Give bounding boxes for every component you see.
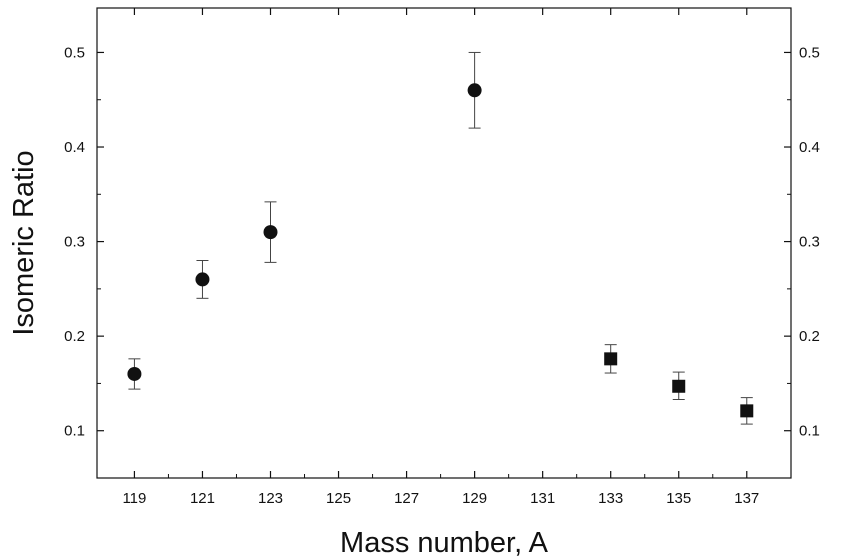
plot-frame — [96, 7, 792, 479]
y-tick-label-right: 0.5 — [799, 44, 820, 61]
y-axis-right-ticks: 0.1 0.2 0.3 0.4 0.5 — [784, 44, 820, 440]
data-point-circle — [467, 83, 482, 98]
x-tick-label: 133 — [598, 490, 623, 507]
data-point-square — [672, 379, 686, 393]
y-tick-label-left: 0.3 — [64, 234, 85, 251]
x-tick-label: 127 — [394, 490, 419, 507]
x-tick-label: 123 — [258, 490, 283, 507]
data-point-circle — [195, 272, 210, 287]
data-point-square — [604, 352, 618, 366]
data-point-circle — [127, 366, 142, 381]
data-points — [127, 51, 754, 425]
y-tick-label-left: 0.5 — [64, 44, 85, 61]
x-axis-ticks: 119 121 123 125 127 129 131 133 135 137 — [122, 8, 759, 507]
y-tick-label-left: 0.1 — [64, 423, 85, 440]
x-tick-label: 137 — [734, 490, 759, 507]
x-tick-label: 121 — [190, 490, 215, 507]
x-axis-title: Mass number, A — [340, 527, 549, 558]
x-tick-label: 135 — [666, 490, 691, 507]
y-axis-title: Isomeric Ratio — [8, 150, 40, 335]
data-point-square — [740, 404, 754, 418]
y-tick-label-right: 0.2 — [799, 328, 820, 345]
y-tick-label-right: 0.4 — [799, 139, 820, 156]
y-tick-label-left: 0.4 — [64, 139, 85, 156]
y-tick-label-left: 0.2 — [64, 328, 85, 345]
x-tick-label: 129 — [462, 490, 487, 507]
y-axis-left-ticks: 0.1 0.2 0.3 0.4 0.5 — [64, 44, 104, 440]
x-tick-label: 125 — [326, 490, 351, 507]
y-tick-label-right: 0.3 — [799, 234, 820, 251]
y-tick-label-right: 0.1 — [799, 423, 820, 440]
x-tick-label: 119 — [122, 490, 146, 507]
data-point-circle — [263, 225, 278, 240]
x-tick-label: 131 — [530, 490, 555, 507]
